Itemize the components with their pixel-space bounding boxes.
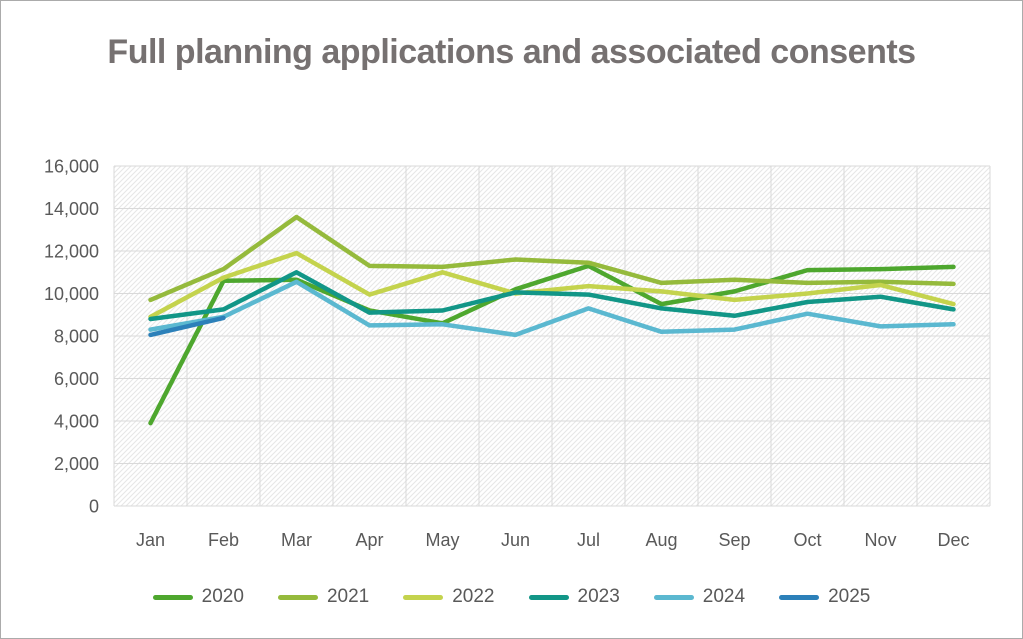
x-tick-label: Feb — [208, 530, 239, 550]
legend-item-2023: 2023 — [528, 586, 620, 608]
legend-item-2022: 2022 — [403, 586, 495, 608]
y-tick-label: 10,000 — [44, 284, 99, 304]
chart-title: Full planning applications and associate… — [107, 33, 916, 71]
legend-label: 2020 — [201, 586, 244, 607]
legend-label: 2025 — [828, 586, 871, 607]
x-tick-label: Jul — [577, 530, 600, 550]
chart-legend: 2020 2021 2022 2023 2024 2025 — [1, 586, 1022, 608]
y-tick-label: 6,000 — [54, 369, 99, 389]
series-line-2023 — [148, 270, 956, 322]
series-line-2025 — [148, 315, 226, 338]
x-tick-label: Jun — [501, 530, 530, 550]
legend-swatch-2025 — [779, 594, 820, 600]
y-tick-label: 4,000 — [54, 412, 99, 432]
gridlines — [113, 165, 991, 507]
series-lines — [148, 214, 956, 426]
series-line-2022 — [148, 250, 956, 320]
y-tick-label: 14,000 — [44, 199, 99, 219]
series-line-2021 — [148, 214, 956, 303]
x-tick-label: Sep — [718, 530, 750, 550]
x-tick-label: Oct — [793, 530, 821, 550]
legend-label: 2022 — [452, 586, 495, 607]
x-tick-label: May — [425, 530, 459, 550]
legend-swatch-2021 — [277, 594, 318, 600]
legend-label: 2021 — [326, 586, 370, 607]
legend-swatch-2022 — [403, 594, 444, 600]
x-tick-label: Nov — [864, 530, 896, 550]
legend-item-2021: 2021 — [277, 586, 370, 608]
x-tick-label: Dec — [937, 530, 969, 550]
legend-item-2024: 2024 — [653, 586, 746, 608]
y-axis-labels: 0 2,000 4,000 6,000 8,000 10,000 12,000 14,000 1… — [44, 157, 99, 517]
y-tick-label: 8,000 — [54, 327, 99, 347]
y-tick-label: 0 — [89, 497, 99, 517]
y-tick-label: 16,000 — [44, 157, 99, 177]
legend-item-2025: 2025 — [779, 586, 870, 608]
x-axis-labels: Jan Feb Mar Apr May Jun Jul Aug Sep Oct Nov Dec — [136, 530, 970, 550]
x-tick-label: Mar — [281, 530, 312, 550]
legend-swatch-2024 — [653, 594, 694, 600]
y-tick-label: 2,000 — [54, 454, 99, 474]
legend-item-2020: 2020 — [152, 586, 244, 608]
series-line-2024 — [148, 279, 956, 338]
legend-label: 2023 — [577, 586, 620, 607]
legend-label: 2024 — [702, 586, 746, 607]
y-tick-label: 12,000 — [44, 242, 99, 262]
legend-swatch-2023 — [528, 594, 569, 600]
x-tick-label: Jan — [136, 530, 165, 550]
legend-swatch-2020 — [152, 594, 193, 600]
x-tick-label: Apr — [355, 530, 383, 550]
x-tick-label: Aug — [645, 530, 677, 550]
